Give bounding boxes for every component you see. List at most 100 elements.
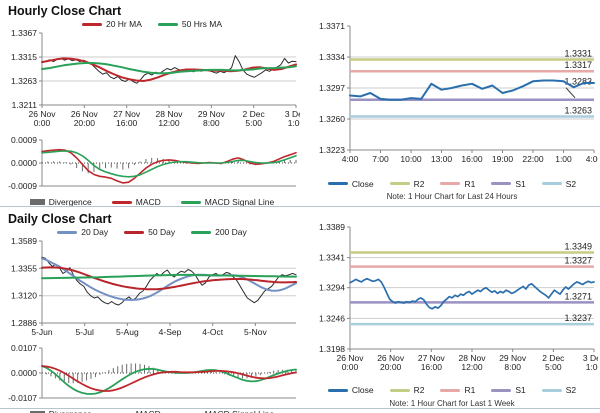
legend-label: Divergence [49,409,92,413]
x-tick-label: 26 Nov [377,353,405,363]
y-tick-label: 1.3263 [11,76,37,86]
legend-item-s2: S2 [541,179,576,189]
pivot-label-S1: 1.3283 [564,77,592,87]
pivot-label-S1: 1.3271 [564,292,592,302]
legend-item-divergence: Divergence [29,409,92,413]
hourly-chart-title: Hourly Close Chart [8,4,122,18]
legend-label: MACD [135,197,161,207]
x-tick-label: 28 Nov [156,109,184,119]
x-tick-label: 8:00 [203,118,220,128]
legend-item-macd-signal-line: MACD Signal Line [180,197,275,207]
series-MACD-Signal-Line [41,365,297,392]
x-tick-label: 5:00 [545,362,562,372]
legend-label: R2 [413,178,425,189]
hourly-pivot-legend: Close R2 R1 S1 S2 [306,177,598,190]
y-tick-label: 0.0000 [11,368,37,378]
y-tick-label: 1.3297 [319,83,345,93]
y-tick-label: 1.3389 [319,222,345,232]
pivot-label-R1: 1.3327 [564,256,592,266]
series-200-Day [41,273,297,280]
legend-item-divergence: Divergence [29,197,92,207]
x-tick-label: 2 Dec [542,353,565,363]
y-tick-label: 0.0000 [11,158,37,168]
legend-item-s1: S1 [491,178,526,189]
spacer [306,2,598,20]
hourly-macd-legend: Divergence MACD MACD Signal Line [4,197,300,207]
legend-swatch-icon [541,182,562,185]
pivot-label-R2: 1.3331 [564,49,592,59]
legend-item-r1: R1 [440,179,475,189]
x-tick-label: 5-Jun [31,327,53,337]
legend-swatch-icon [111,200,132,204]
hourly-pivot-chart: 1.3371 1.3334 1.3297 1.3260 1.3223 4:00 7:00 10… [306,20,600,177]
hourly-pivot-note: Note: 1 Hour Chart for Last 24 Hours [386,192,518,201]
legend-swatch-icon [541,388,562,392]
x-tick-label: 20:00 [74,118,96,128]
x-tick-label: 16:00 [461,154,483,164]
y-tick-label: -0.0107 [8,393,37,403]
y-tick-label: 1.3355 [11,263,37,273]
legend-item-s1: S1 [491,385,526,396]
x-tick-label: 29 Nov [499,353,527,363]
legend-swatch-icon [81,22,102,26]
legend-swatch-icon [29,199,45,205]
legend-label: S1 [515,385,526,396]
legend-swatch-icon [327,388,348,392]
hourly-macd-svg: 0.0009 0.0000 -0.0009 [8,135,297,191]
legend-swatch-icon [389,388,410,392]
daily-close-panel: Daily Close Chart 20 Day 50 Day 200 Day 1.… [4,210,300,413]
legend-label: S1 [515,178,526,189]
x-tick-label: 5-Aug [116,327,139,337]
legend-swatch-icon [191,230,212,234]
legend-label: MACD Signal Line [204,197,275,207]
x-tick-label: 26 Nov [29,109,57,119]
legend-label: 50 Day [148,227,176,237]
legend-label: R2 [413,385,425,396]
legend-swatch-icon [327,182,348,185]
legend-item-200-day: 200 Day [191,227,247,237]
x-tick-label: 1:00 [555,154,572,164]
legend-label: Close [351,178,374,189]
x-tick-label: 3 Dec [583,353,598,363]
y-tick-label: 0.0107 [11,344,37,353]
y-tick-label: 1.3260 [319,114,345,124]
x-tick-label: 0:00 [34,118,51,128]
legend-label: MACD [136,409,161,413]
series-50-Day [41,266,297,291]
y-tick-label: 1.3211 [12,100,38,110]
x-tick-label: 27 Nov [113,109,141,119]
legend-swatch-icon [491,388,512,392]
x-tick-label: 12:00 [461,362,483,372]
series-Close [41,256,297,306]
x-tick-label: 5-Jul [75,327,94,337]
x-tick-label: 26 Nov [71,109,99,119]
legend-swatch-icon [29,411,45,413]
legend-swatch-icon [180,200,201,204]
x-tick-label: 5:00 [245,118,262,128]
x-tick-label: 16:00 [116,118,138,128]
daily-macd-chart: 0.0107 0.0000 -0.0107 [4,343,300,409]
series-MACD [41,365,297,395]
y-tick-label: 1.3367 [11,29,37,38]
y-tick-label: 1.3198 [319,344,345,354]
x-tick-label: 7:00 [372,154,389,164]
x-tick-label: 26 Nov [337,353,365,363]
legend-swatch-icon [157,22,178,26]
pivot-label-S2: 1.3237 [564,313,592,323]
y-tick-label: 1.3371 [319,21,345,31]
x-tick-label: 29 Nov [198,109,226,119]
x-tick-label: 20:00 [380,362,402,372]
legend-item-close: Close [327,385,374,395]
daily-pivot-note: Note: 1 Hour Chart for Last 1 Week [389,398,515,408]
x-tick-label: 22:00 [522,154,544,164]
spacer [306,210,598,221]
hourly-macd-chart: 0.0009 0.0000 -0.0009 [4,135,300,197]
legend-label: MACD Signal Line [205,409,274,413]
legend-label: 20 Day [81,227,109,237]
legend-item-20-day: 20 Day [57,227,108,237]
x-tick-label: 2 Dec [243,109,266,119]
daily-price-chart: 1.3589 1.3355 1.3120 1.2886 5-Jun 5-Jul 5-Aug 4… [4,236,300,344]
